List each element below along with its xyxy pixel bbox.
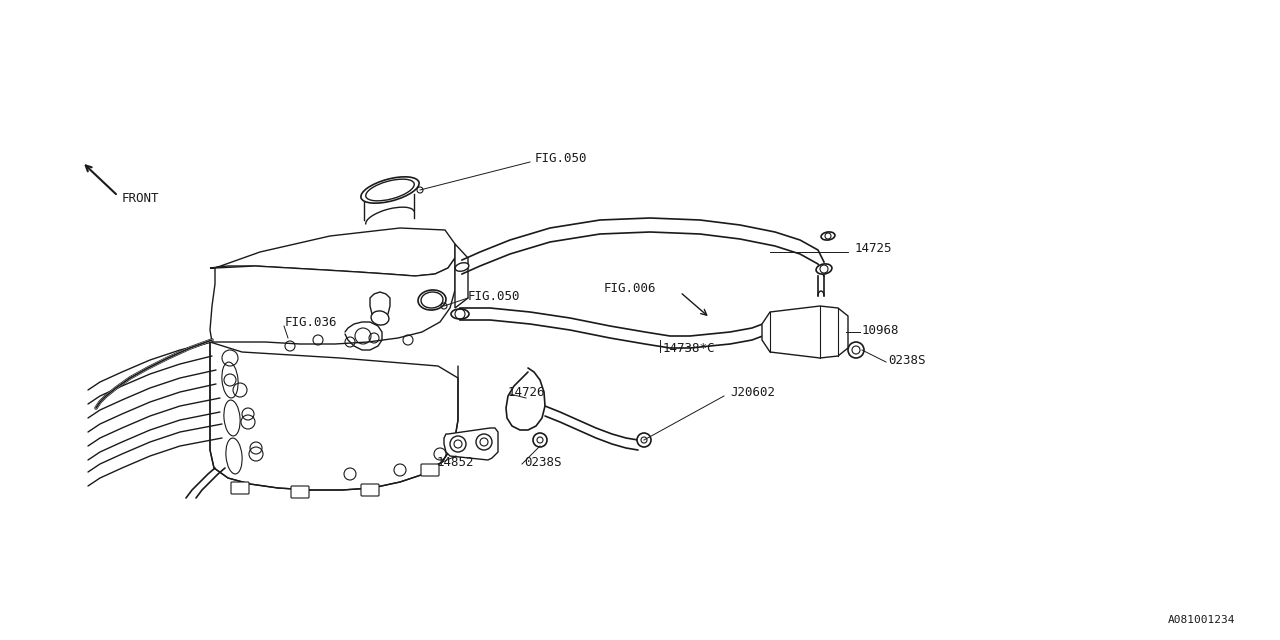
Ellipse shape <box>817 264 832 274</box>
Circle shape <box>451 436 466 452</box>
Circle shape <box>637 433 652 447</box>
Ellipse shape <box>456 263 468 271</box>
Text: 0238S: 0238S <box>524 456 562 468</box>
Circle shape <box>476 434 492 450</box>
Ellipse shape <box>361 177 419 203</box>
Ellipse shape <box>451 309 468 319</box>
FancyBboxPatch shape <box>421 464 439 476</box>
Text: FIG.050: FIG.050 <box>468 289 521 303</box>
Polygon shape <box>210 342 458 490</box>
Text: 14725: 14725 <box>855 241 892 255</box>
Polygon shape <box>762 306 849 358</box>
Ellipse shape <box>371 311 389 325</box>
Polygon shape <box>210 258 454 344</box>
Circle shape <box>849 342 864 358</box>
Ellipse shape <box>820 232 835 240</box>
FancyBboxPatch shape <box>361 484 379 496</box>
FancyBboxPatch shape <box>291 486 308 498</box>
Text: 14726: 14726 <box>508 385 545 399</box>
Polygon shape <box>444 428 498 460</box>
Text: A081001234: A081001234 <box>1167 615 1235 625</box>
Text: FIG.006: FIG.006 <box>604 282 657 294</box>
Text: FRONT: FRONT <box>122 191 160 205</box>
Circle shape <box>532 433 547 447</box>
Polygon shape <box>454 244 468 308</box>
FancyBboxPatch shape <box>230 482 250 494</box>
Text: 14738*C: 14738*C <box>663 342 716 355</box>
Ellipse shape <box>419 290 445 310</box>
Text: FIG.036: FIG.036 <box>285 316 338 328</box>
Text: J20602: J20602 <box>730 385 774 399</box>
Text: 0238S: 0238S <box>888 353 925 367</box>
Text: FIG.050: FIG.050 <box>535 152 588 164</box>
Polygon shape <box>210 228 454 276</box>
Text: 14852: 14852 <box>436 456 475 468</box>
Text: 10968: 10968 <box>861 323 900 337</box>
